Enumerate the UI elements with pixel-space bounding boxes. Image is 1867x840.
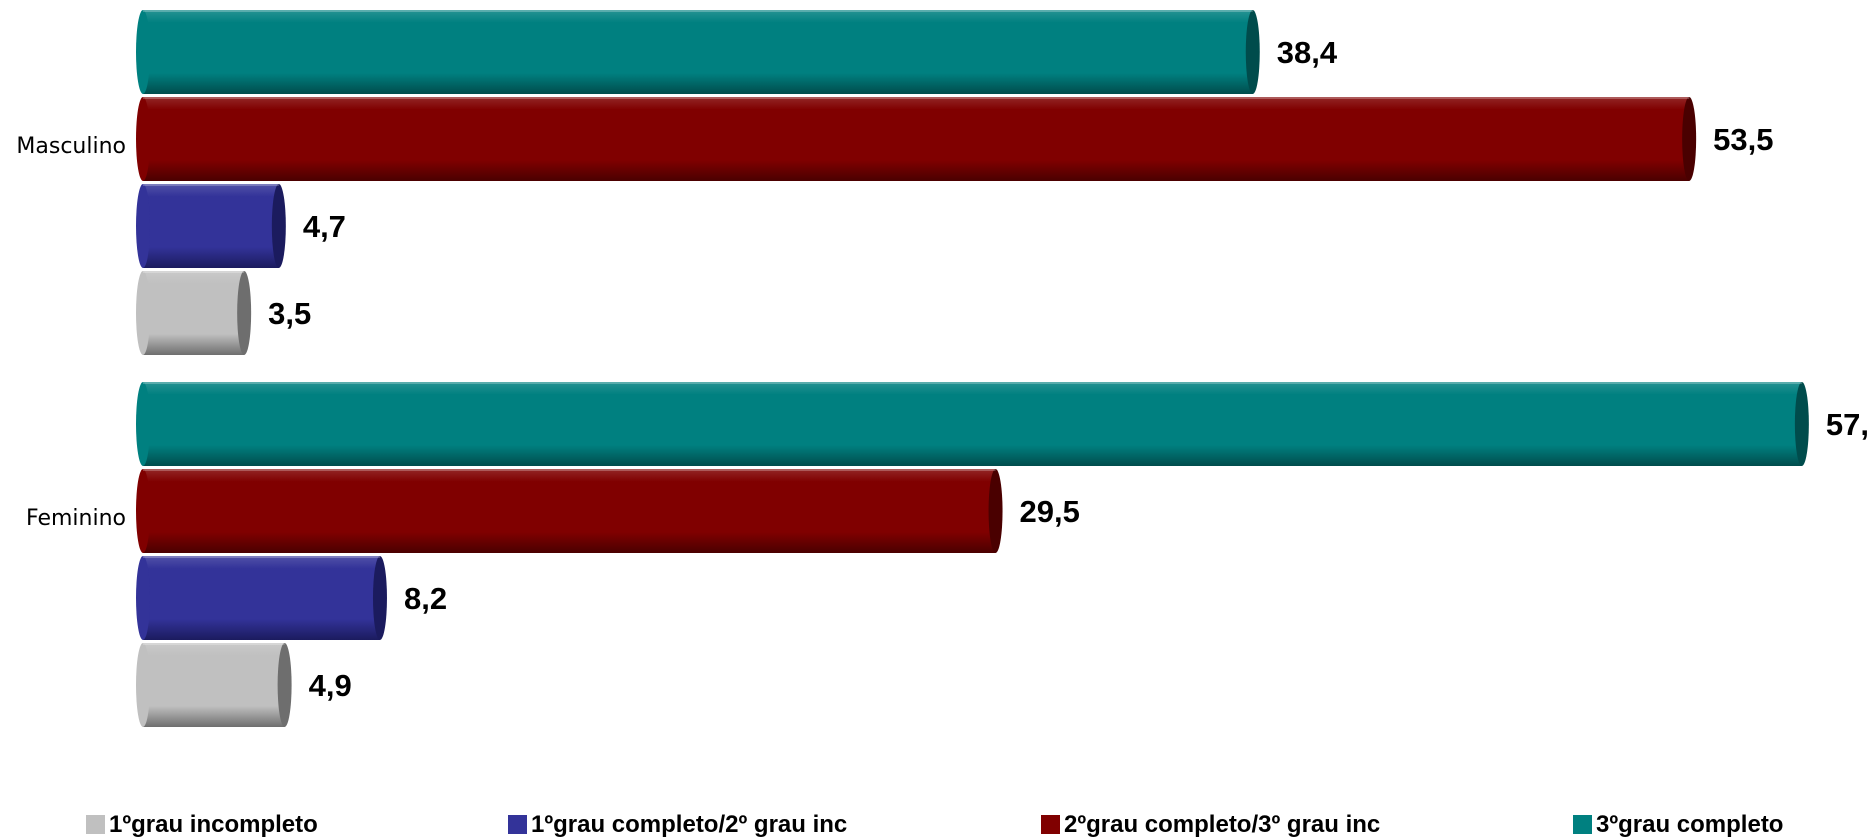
legend-label: 2ºgrau completo/3º grau inc — [1064, 811, 1380, 838]
bar-masculino-series-1 — [136, 271, 252, 355]
bar-feminino-series-4 — [136, 382, 1809, 466]
legend: 1ºgrau incompleto 1ºgrau completo/2º grau… — [86, 811, 1783, 838]
bar-feminino-series-3 — [136, 469, 1003, 553]
bar-masculino-series-4 — [136, 10, 1260, 94]
legend-swatch — [86, 815, 105, 834]
bars-layer — [136, 10, 1809, 727]
legend-swatch — [1041, 815, 1060, 834]
value-label: 38,4 — [1277, 35, 1338, 70]
value-label: 8,2 — [404, 581, 447, 616]
category-label-masculino: Masculino — [16, 134, 126, 159]
legend-item-3: 2ºgrau completo/3º grau inc — [1041, 811, 1380, 838]
value-label: 4,9 — [309, 668, 352, 703]
value-label: 4,7 — [303, 209, 346, 244]
legend-item-1: 1ºgrau incompleto — [86, 811, 318, 838]
legend-label: 1ºgrau incompleto — [109, 811, 318, 838]
category-labels: Masculino Feminino — [16, 134, 126, 531]
bar-feminino-series-2 — [136, 556, 387, 640]
value-label: 29,5 — [1020, 494, 1080, 529]
category-label-feminino: Feminino — [26, 506, 126, 531]
value-labels: 38,4 53,5 4,7 3,5 57,4 29,5 8,2 4,9 — [268, 35, 1867, 703]
bar-feminino-series-1 — [136, 643, 292, 727]
value-label: 53,5 — [1713, 122, 1773, 157]
legend-swatch — [508, 815, 527, 834]
value-label: 57,4 — [1826, 407, 1867, 442]
bar-masculino-series-2 — [136, 184, 286, 268]
legend-label: 1ºgrau completo/2º grau inc — [531, 811, 847, 838]
legend-swatch — [1573, 815, 1592, 834]
legend-item-2: 1ºgrau completo/2º grau inc — [508, 811, 847, 838]
bar-masculino-series-3 — [136, 97, 1697, 181]
value-label: 3,5 — [268, 296, 311, 331]
legend-label: 3ºgrau completo — [1596, 811, 1783, 838]
legend-item-4: 3ºgrau completo — [1573, 811, 1783, 838]
